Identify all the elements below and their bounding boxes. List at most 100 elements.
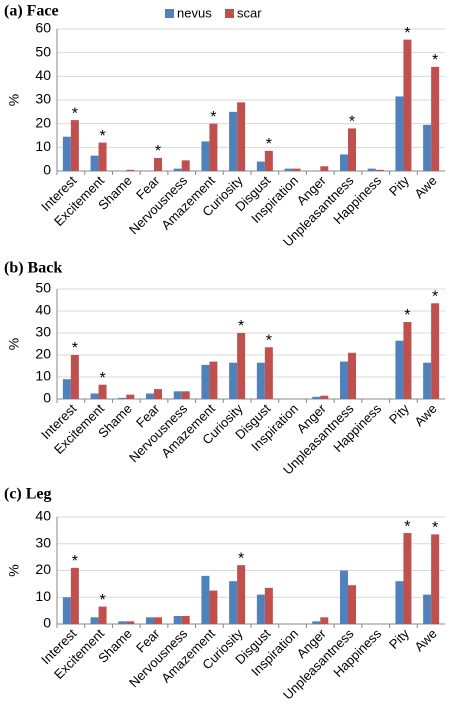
- significance-mark: *: [432, 520, 438, 537]
- x-tick-label: Pity: [386, 626, 412, 652]
- bar: [320, 166, 329, 171]
- legend-swatch: [225, 9, 234, 18]
- bar: [340, 154, 348, 171]
- significance-mark: *: [404, 25, 410, 42]
- bar: [98, 384, 107, 399]
- legend-label: nevus: [177, 5, 212, 20]
- bar: [173, 168, 182, 171]
- bar: [292, 168, 301, 171]
- bar: [146, 617, 154, 624]
- significance-mark: *: [432, 52, 438, 69]
- bar: [320, 395, 329, 399]
- panel-title: (c) Leg: [4, 486, 52, 503]
- y-tick-label: 20: [35, 561, 51, 577]
- y-tick-label: 40: [35, 67, 51, 83]
- significance-mark: *: [404, 518, 410, 535]
- bar: [423, 362, 432, 399]
- y-tick-label: 10: [35, 138, 51, 154]
- significance-mark: *: [99, 370, 105, 387]
- significance-mark: *: [99, 592, 105, 609]
- bar: [90, 393, 99, 399]
- bar: [264, 347, 273, 399]
- bar: [256, 594, 265, 624]
- bar: [126, 169, 135, 171]
- y-tick-label: 40: [35, 302, 51, 318]
- bar: [348, 352, 356, 399]
- bar: [403, 533, 412, 624]
- bar: [70, 120, 79, 171]
- bar: [403, 322, 412, 399]
- bar: [229, 581, 238, 624]
- bar: [154, 617, 162, 624]
- bar: [181, 160, 190, 171]
- bar: [395, 340, 404, 399]
- y-tick-label: 20: [35, 114, 51, 130]
- bar: [256, 161, 265, 171]
- bar: [312, 396, 321, 399]
- bar: [90, 155, 99, 171]
- significance-mark: *: [266, 333, 272, 350]
- bar: [62, 379, 71, 399]
- bar: [62, 597, 71, 624]
- y-tick-label: 0: [43, 162, 51, 178]
- bar: [209, 361, 218, 399]
- bar: [209, 123, 218, 171]
- y-tick-label: 50: [35, 280, 51, 296]
- bar: [70, 567, 79, 624]
- bar: [229, 362, 238, 399]
- bar: [431, 66, 440, 171]
- y-tick-label: 40: [35, 508, 51, 524]
- significance-mark: *: [155, 143, 161, 160]
- y-tick-label: 20: [35, 346, 51, 362]
- legend-label: scar: [237, 5, 262, 20]
- y-tick-label: 10: [35, 368, 51, 384]
- bar: [237, 333, 246, 399]
- bar: [264, 587, 273, 624]
- bar: [181, 391, 190, 399]
- bar: [201, 364, 210, 399]
- significance-mark: *: [99, 128, 105, 145]
- bar: [312, 621, 321, 624]
- x-tick-label: Awe: [411, 626, 439, 654]
- bar: [154, 389, 162, 399]
- bar: [146, 393, 154, 399]
- bar: [348, 128, 356, 171]
- significance-mark: *: [266, 136, 272, 153]
- panel-title: (b) Back: [4, 260, 62, 277]
- bar: [173, 615, 182, 624]
- bar: [403, 39, 412, 172]
- bar: [118, 621, 127, 624]
- bar: [209, 590, 218, 624]
- bar: [395, 96, 404, 171]
- x-tick-label: Pity: [386, 401, 412, 427]
- bar: [98, 606, 107, 624]
- bar: [154, 157, 162, 171]
- bar: [423, 124, 432, 171]
- significance-mark: *: [238, 550, 244, 567]
- significance-mark: *: [349, 114, 355, 131]
- y-tick-label: 10: [35, 588, 51, 604]
- bar: [431, 303, 440, 399]
- significance-mark: *: [72, 105, 78, 122]
- significance-mark: *: [432, 289, 438, 306]
- bar: [70, 355, 79, 399]
- y-tick-label: 60: [35, 20, 51, 36]
- bar: [201, 141, 210, 171]
- bar: [118, 397, 127, 399]
- bar: [423, 594, 432, 624]
- bar: [62, 136, 71, 171]
- y-axis-label: %: [6, 564, 22, 576]
- y-tick-label: 0: [43, 615, 51, 631]
- y-tick-label: 30: [35, 534, 51, 550]
- significance-mark: *: [238, 318, 244, 335]
- bar: [256, 362, 265, 399]
- significance-mark: *: [404, 307, 410, 324]
- bar: [181, 615, 190, 624]
- significance-mark: *: [210, 109, 216, 126]
- bar: [229, 111, 238, 171]
- x-tick-label: Awe: [411, 401, 439, 429]
- x-tick-label: Awe: [411, 173, 439, 201]
- bar: [201, 575, 210, 624]
- bar: [367, 168, 376, 171]
